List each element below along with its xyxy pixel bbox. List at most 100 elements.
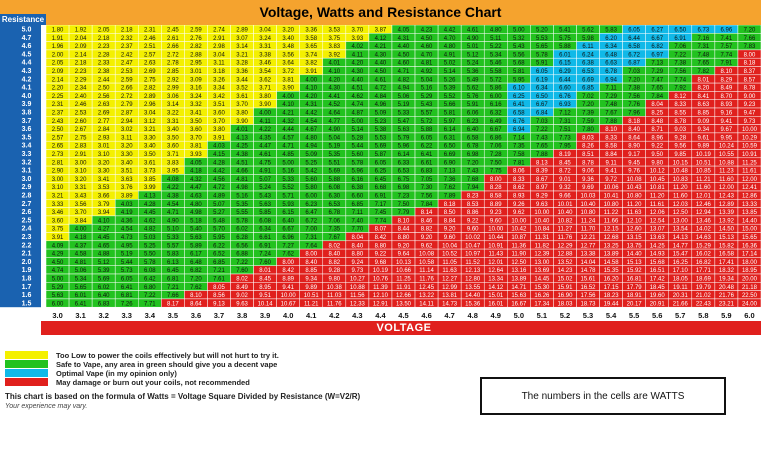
watts-data-label: 17.56 xyxy=(581,293,597,299)
watts-data-label: 2.09 xyxy=(75,44,87,50)
watts-data-label: 12.21 xyxy=(581,235,597,241)
watts-data-label: 6.78 xyxy=(328,210,340,216)
watts-data-label: 4.01 xyxy=(328,61,340,67)
watts-data-label: 4.90 xyxy=(167,218,179,224)
watts-data-label: 5.57 xyxy=(421,111,433,117)
watts-data-label: 2.77 xyxy=(98,119,110,125)
watts-data-label: 2.84 xyxy=(98,127,110,133)
watts-data-label: 6.25 xyxy=(375,169,387,175)
watts-data-label: 2.18 xyxy=(98,36,110,42)
watts-data-label: 3.04 xyxy=(144,111,156,117)
watts-data-label: 3.66 xyxy=(98,194,110,200)
watts-data-label: 16.02 xyxy=(696,252,712,258)
voltage-tick-label: 4.1 xyxy=(306,311,316,320)
watts-data-label: 3.70 xyxy=(190,135,202,141)
resistance-axis-label: Resistance xyxy=(0,14,46,25)
watts-data-label: 4.57 xyxy=(282,135,294,141)
watts-data-label: 11.76 xyxy=(327,301,342,307)
watts-data-label: 3.48 xyxy=(282,44,294,50)
watts-data-label: 13.22 xyxy=(419,293,435,299)
watts-data-label: 8.55 xyxy=(674,111,686,117)
watts-data-label: 7.28 xyxy=(490,152,502,158)
watts-data-label: 5.11 xyxy=(490,36,502,42)
watts-data-label: 3.32 xyxy=(190,102,202,108)
watts-data-label: 7.50 xyxy=(398,202,410,208)
watts-data-label: 7.05 xyxy=(421,177,433,183)
watts-data-label: 12.80 xyxy=(465,277,481,283)
watts-data-label: 4.60 xyxy=(421,44,433,50)
watts-data-label: 22.50 xyxy=(742,293,758,299)
watts-data-label: 8.18 xyxy=(744,61,756,67)
watts-data-label: 3.24 xyxy=(259,36,271,42)
watts-data-label: 7.47 xyxy=(651,77,663,83)
watts-data-label: 7.20 xyxy=(190,277,202,283)
watts-data-label: 19.44 xyxy=(604,301,620,307)
watts-data-label: 5.88 xyxy=(421,127,433,133)
watts-data-label: 3.07 xyxy=(236,36,248,42)
watts-data-label: 6.67 xyxy=(651,36,663,42)
watts-data-label: 4.82 xyxy=(144,227,156,233)
watts-data-label: 7.58 xyxy=(513,152,525,158)
watts-data-label: 5.43 xyxy=(513,44,525,50)
watts-data-label: 8.45 xyxy=(559,160,571,166)
watts-data-label: 3.84 xyxy=(75,218,87,224)
watts-data-label: 6.53 xyxy=(582,69,594,75)
watts-data-label: 8.80 xyxy=(398,235,410,241)
watts-data-label: 3.51 xyxy=(213,102,225,108)
watts-data-label: 5.69 xyxy=(375,144,387,150)
watts-data-label: 2.38 xyxy=(98,69,110,75)
watts-data-label: 15.65 xyxy=(742,235,758,241)
watts-data-label: 7.65 xyxy=(651,86,663,92)
watts-data-label: 13.00 xyxy=(534,260,550,266)
watts-data-label: 6.81 xyxy=(121,293,133,299)
watts-data-label: 12.77 xyxy=(581,243,597,249)
watts-data-label: 3.81 xyxy=(190,144,202,150)
watts-data-label: 10.15 xyxy=(673,160,689,166)
watts-data-label: 6.72 xyxy=(628,52,640,58)
watts-data-label: 3.50 xyxy=(144,152,156,158)
watts-data-label: 6.50 xyxy=(536,94,548,100)
watts-data-label: 6.85 xyxy=(213,260,225,266)
watts-data-label: 7.21 xyxy=(167,285,179,291)
watts-data-label: 2.98 xyxy=(213,44,225,50)
watts-data-label: 5.02 xyxy=(444,61,456,67)
watts-data-label: 7.35 xyxy=(513,144,525,150)
watts-data-label: 12.66 xyxy=(396,293,412,299)
watts-data-label: 10.00 xyxy=(488,227,504,233)
watts-data-label: 8.02 xyxy=(236,277,248,283)
watts-data-label: 7.80 xyxy=(582,127,594,133)
watts-data-label: 6.40 xyxy=(282,218,294,224)
watts-data-label: 5.26 xyxy=(444,77,456,83)
watts-data-label: 8.10 xyxy=(605,127,617,133)
watts-data-label: 9.66 xyxy=(559,194,571,200)
watts-data-label: 6.22 xyxy=(213,243,225,249)
watts-data-label: 12.86 xyxy=(742,194,758,200)
watts-data-label: 10.45 xyxy=(650,177,666,183)
watts-data-label: 11.24 xyxy=(581,218,596,224)
watts-data-label: 12.60 xyxy=(627,227,643,233)
watts-data-label: 2.50 xyxy=(52,127,64,133)
watts-data-label: 5.39 xyxy=(98,268,110,274)
watts-data-label: 5.33 xyxy=(398,111,410,117)
watts-data-label: 4.74 xyxy=(52,268,64,274)
watts-data-label: 14.40 xyxy=(742,218,758,224)
watts-data-label: 15.00 xyxy=(742,227,758,233)
watts-data-label: 10.29 xyxy=(742,135,758,141)
watts-data-label: 4.88 xyxy=(98,252,110,258)
watts-data-label: 9.26 xyxy=(513,202,525,208)
watts-data-label: 2.31 xyxy=(52,102,64,108)
watts-data-label: 11.76 xyxy=(419,277,434,283)
watts-data-label: 3.21 xyxy=(144,127,156,133)
watts-data-label: 13.07 xyxy=(650,227,666,233)
watts-data-label: 7.61 xyxy=(213,277,225,283)
watts-data-label: 10.55 xyxy=(719,152,735,158)
watts-data-label: 4.80 xyxy=(305,135,317,141)
watts-data-label: 4.45 xyxy=(98,235,110,241)
watts-data-label: 7.22 xyxy=(674,52,686,58)
watts-data-label: 11.52 xyxy=(465,260,480,266)
watts-data-label: 2.75 xyxy=(75,135,87,141)
watts-data-label: 9.72 xyxy=(605,177,617,183)
watts-data-label: 8.50 xyxy=(444,210,456,216)
watts-data-label: 5.60 xyxy=(305,177,317,183)
watts-data-label: 6.00 xyxy=(305,194,317,200)
